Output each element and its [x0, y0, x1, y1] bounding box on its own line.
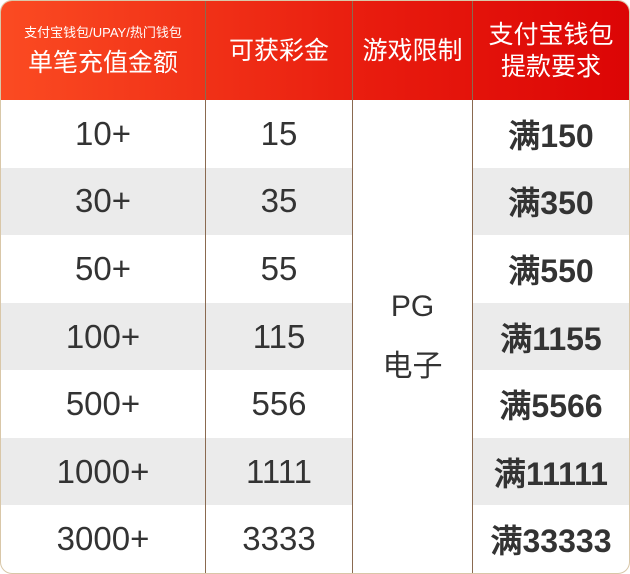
bonus-column: 15 35 55 115 556 1111 3333 [206, 100, 353, 573]
withdraw-cell: 满5566 [499, 388, 603, 425]
deposit-cell: 50+ [75, 249, 131, 287]
deposit-column: 10+ 30+ 50+ 100+ 500+ 1000+ 3000+ [1, 100, 206, 573]
header-game-limit: 游戏限制 [353, 1, 473, 100]
header-withdraw-line1: 支付宝钱包 [488, 20, 614, 49]
withdraw-cell: 满550 [508, 252, 594, 289]
withdraw-cell: 满1155 [473, 302, 629, 371]
game-limit-cell: PG 电子 [353, 100, 472, 573]
header-deposit: 支付宝钱包/UPAY/热门钱包 单笔充值金额 [1, 1, 206, 100]
bonus-cell: 55 [260, 249, 298, 287]
deposit-cell: 30+ [1, 167, 205, 236]
bonus-cell: 556 [251, 385, 307, 423]
header-payment-methods: 支付宝钱包/UPAY/热门钱包 [24, 25, 182, 40]
bonus-cell: 1111 [206, 437, 352, 506]
deposit-cell: 1000+ [1, 437, 205, 506]
game-limit-type: 电子 [382, 349, 443, 383]
bonus-cell: 15 [260, 114, 298, 152]
table-body: 10+ 30+ 50+ 100+ 500+ 1000+ 3000+ 15 35 55 115 556… [1, 100, 629, 573]
header-bonus-label: 可获彩金 [228, 36, 329, 65]
deposit-cell: 100+ [1, 302, 205, 371]
withdraw-cell: 满11111 [473, 437, 629, 506]
table-header: 支付宝钱包/UPAY/热门钱包 单笔充值金额 可获彩金 游戏限制 支付宝钱包 提… [1, 1, 629, 100]
bonus-cell: 3333 [242, 520, 316, 558]
bonus-cell: 115 [206, 302, 352, 371]
game-limit-column: PG 电子 [353, 100, 473, 573]
header-bonus: 可获彩金 [206, 1, 353, 100]
deposit-cell: 10+ [75, 114, 131, 152]
header-deposit-label: 单笔充值金额 [27, 49, 178, 77]
game-limit-provider: PG [390, 289, 435, 323]
header-game-limit-label: 游戏限制 [362, 36, 463, 65]
withdraw-column: 满150 满350 满550 满1155 满5566 满11111 满33333 [473, 100, 629, 573]
deposit-cell: 500+ [65, 385, 141, 423]
bonus-cell: 35 [206, 167, 352, 236]
withdraw-cell: 满33333 [490, 523, 612, 560]
header-withdraw: 支付宝钱包 提款要求 [473, 1, 629, 100]
deposit-cell: 3000+ [56, 520, 150, 558]
withdraw-cell: 满150 [508, 117, 594, 154]
withdraw-cell: 满350 [473, 167, 629, 236]
header-withdraw-line2: 提款要求 [500, 52, 601, 81]
